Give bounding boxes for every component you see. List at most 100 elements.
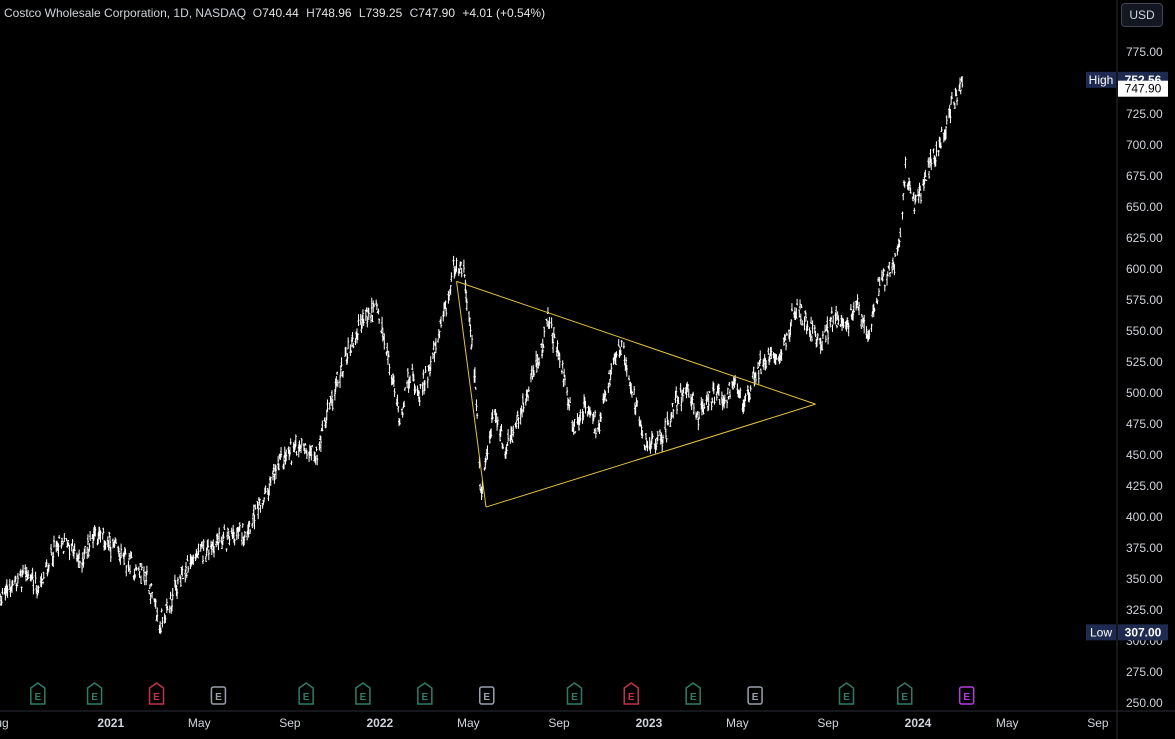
candle <box>427 365 430 372</box>
candle <box>665 438 668 443</box>
earnings-icon[interactable]: E <box>838 682 855 705</box>
candle <box>873 307 876 312</box>
earnings-icon[interactable]: E <box>896 682 913 705</box>
candle <box>381 316 384 330</box>
candle <box>754 372 757 384</box>
candle <box>22 564 25 575</box>
earnings-icon[interactable]: E <box>298 682 314 705</box>
candle <box>711 397 714 404</box>
candle <box>877 288 880 296</box>
candle <box>151 591 154 599</box>
candle <box>150 583 153 587</box>
candle <box>249 528 252 534</box>
svg-text:E: E <box>153 692 160 703</box>
candle <box>53 535 56 548</box>
candle <box>670 413 673 423</box>
candle <box>274 465 277 480</box>
candle <box>397 406 400 413</box>
candle <box>907 181 910 191</box>
earnings-icon[interactable]: E <box>479 686 495 705</box>
candle <box>438 330 441 339</box>
earnings-icon[interactable]: E <box>30 682 46 705</box>
candle <box>636 399 639 407</box>
candle <box>197 543 200 556</box>
candle <box>171 587 174 601</box>
currency-button[interactable]: USD <box>1121 3 1163 27</box>
candle <box>367 307 370 321</box>
candle <box>604 390 607 398</box>
candle <box>510 427 513 441</box>
candle <box>325 417 328 428</box>
earnings-icon[interactable]: E <box>623 682 639 705</box>
candle <box>506 442 509 446</box>
earnings-icon[interactable]: E <box>210 686 227 705</box>
candle <box>619 349 622 355</box>
candle <box>330 397 333 406</box>
candle <box>881 276 884 282</box>
candle <box>423 379 426 392</box>
candle <box>463 273 466 278</box>
candle <box>515 421 518 429</box>
earnings-icon[interactable]: E <box>958 686 975 705</box>
earnings-icon[interactable]: E <box>355 682 371 705</box>
candle <box>568 404 571 411</box>
price-tick-label: 550.00 <box>1126 324 1163 338</box>
candle <box>950 92 953 99</box>
candle <box>877 276 880 282</box>
candle <box>31 567 34 580</box>
candle <box>521 393 524 405</box>
candle <box>336 379 339 388</box>
candle <box>396 394 399 407</box>
candle <box>592 412 595 422</box>
candle <box>491 409 494 420</box>
svg-text:E: E <box>421 692 428 703</box>
candle <box>852 301 855 313</box>
earnings-icon[interactable]: E <box>148 682 165 705</box>
candle <box>757 370 760 384</box>
candle <box>222 531 225 539</box>
candle <box>680 396 683 412</box>
candle <box>148 584 151 589</box>
earnings-icon[interactable]: E <box>417 682 433 705</box>
candle <box>530 365 533 376</box>
candle <box>811 320 814 334</box>
candle <box>361 309 364 323</box>
candle <box>586 411 589 417</box>
triangle-left-line[interactable] <box>456 281 487 508</box>
triangle-lower-line[interactable] <box>485 403 816 508</box>
candle <box>891 262 894 274</box>
earnings-icon[interactable]: E <box>86 682 103 705</box>
candle <box>728 382 731 387</box>
triangle-pattern[interactable] <box>456 280 816 508</box>
candle <box>959 77 962 89</box>
time-axis[interactable]: Aug 2021 May Sep 2022 May Sep 2023 May Sep 2024 May… <box>0 716 1109 730</box>
candle <box>788 334 791 342</box>
candle <box>578 414 581 426</box>
earnings-icon[interactable]: E <box>747 686 763 705</box>
candle <box>170 599 173 612</box>
candle <box>904 156 907 169</box>
candle <box>113 540 116 548</box>
earnings-icon[interactable]: E <box>685 682 701 705</box>
candle <box>140 563 143 571</box>
triangle-upper-line[interactable] <box>456 280 816 405</box>
candle <box>898 239 901 248</box>
earnings-icon[interactable]: E <box>566 682 583 705</box>
candle <box>883 284 886 292</box>
candle <box>870 323 873 332</box>
price-axis[interactable]: 775.00750.00725.00700.00675.00650.00625.… <box>1126 45 1163 710</box>
candle <box>579 409 582 422</box>
candle <box>550 317 553 329</box>
candle <box>625 357 628 371</box>
candle <box>795 307 798 319</box>
candle <box>271 470 274 481</box>
candle <box>130 551 133 559</box>
candle <box>790 319 793 327</box>
candle <box>67 540 70 547</box>
candle <box>937 150 940 157</box>
close-value: 747.90 <box>418 6 455 20</box>
candle <box>426 376 429 389</box>
candle <box>614 352 617 364</box>
candle <box>120 543 123 559</box>
